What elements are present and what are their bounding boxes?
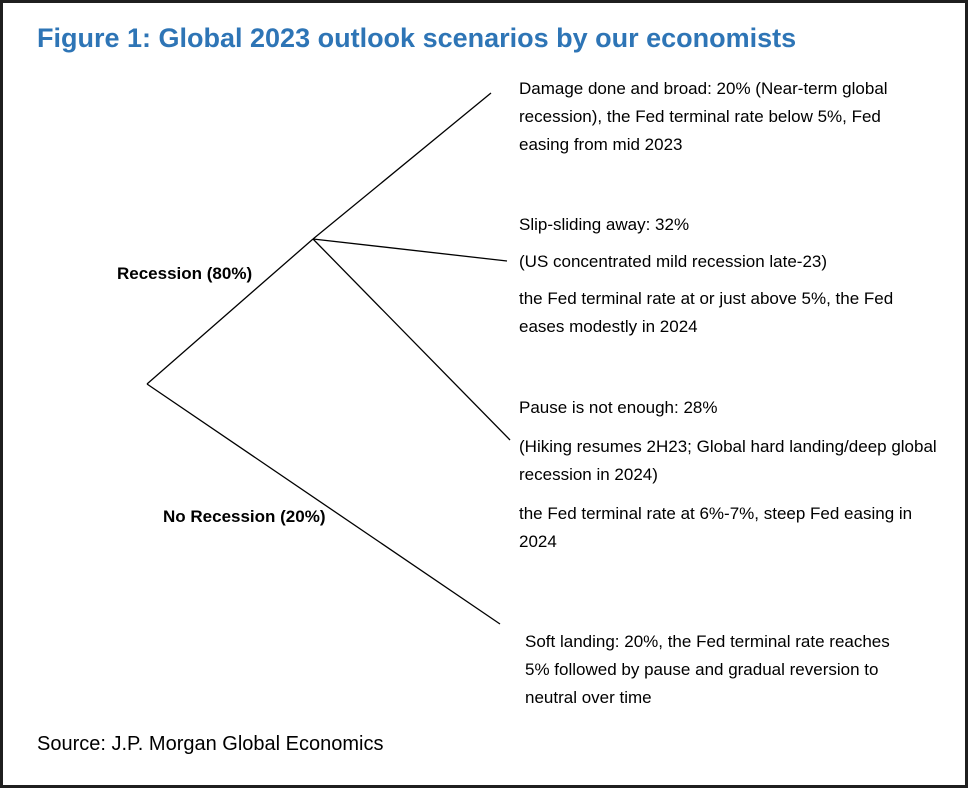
scenario-soft-landing: Soft landing: 20%, the Fed terminal rate…	[525, 628, 917, 712]
branch-label-no-recession: No Recession (20%)	[163, 507, 326, 526]
branch-label-recession: Recession (80%)	[117, 264, 253, 283]
branch-line-root-to-recession	[146, 238, 314, 385]
branch-line-recession-to-pause	[312, 238, 511, 441]
branch-line-root-to-soft-landing	[146, 383, 501, 625]
scenario-pause-detail: the Fed terminal rate at 6%-7%, steep Fe…	[519, 504, 913, 551]
scenario-soft-landing-text: Soft landing: 20%, the Fed terminal rate…	[525, 632, 890, 707]
scenario-pause-not-enough: Pause is not enough: 28% (Hiking resumes…	[519, 394, 941, 567]
scenario-slip-sliding-headline: Slip-sliding away: 32%	[519, 215, 690, 234]
scenario-pause-headline: Pause is not enough: 28%	[519, 398, 718, 417]
scenario-pause-subtext: (Hiking resumes 2H23; Global hard landin…	[519, 437, 937, 484]
source-note: Source: J.P. Morgan Global Economics	[37, 733, 384, 755]
scenario-damage-done: Damage done and broad: 20% (Near-term gl…	[519, 75, 911, 159]
figure-title: Figure 1: Global 2023 outlook scenarios …	[37, 23, 797, 53]
scenario-slip-sliding-detail: the Fed terminal rate at or just above 5…	[519, 289, 894, 336]
branch-line-recession-to-damage-done	[312, 92, 492, 240]
scenario-slip-sliding-subtext: (US concentrated mild recession late-23)	[519, 252, 828, 271]
branch-line-recession-to-slip-sliding	[312, 238, 508, 262]
scenario-slip-sliding: Slip-sliding away: 32% (US concentrated …	[519, 211, 931, 341]
scenario-damage-done-text: Damage done and broad: 20% (Near-term gl…	[519, 79, 888, 154]
